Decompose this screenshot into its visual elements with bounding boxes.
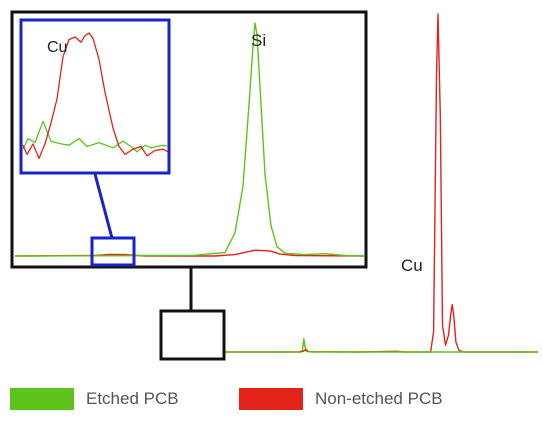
- series-line-non-etched-blip: [299, 349, 309, 353]
- cu-zoom-connector-line: [93, 173, 114, 239]
- annotation-cu-main: Cu: [401, 256, 423, 275]
- annotation-si: Si: [251, 31, 266, 50]
- cu-zoom-frame: [19, 18, 171, 175]
- zoom-region-box: [159, 309, 226, 361]
- peak-labels: Cu Si Cu: [47, 31, 423, 275]
- legend-label-etched: Etched PCB: [86, 389, 179, 408]
- si-series-line-etched: [14, 22, 366, 257]
- legend-swatch-non-etched: [239, 388, 303, 410]
- legend-item-etched: Etched PCB: [10, 386, 179, 412]
- cu-series-line-etched: [22, 120, 169, 153]
- legend-swatch-etched: [10, 388, 74, 410]
- cu-zoom-inset: [19, 18, 171, 175]
- spectrum-plot: Cu Si Cu: [10, 10, 538, 361]
- series-line-etched-blip: [299, 338, 315, 353]
- annotation-cu-zoom: Cu: [47, 39, 67, 56]
- legend-item-non-etched: Non-etched PCB: [239, 386, 443, 412]
- cu-zoom-region-box: [90, 236, 136, 267]
- zoom-frames: [159, 267, 315, 361]
- cu-series-line-non-etched: [22, 32, 169, 160]
- si-series-line-non-etched: [14, 249, 366, 257]
- legend-label-non-etched: Non-etched PCB: [315, 389, 443, 408]
